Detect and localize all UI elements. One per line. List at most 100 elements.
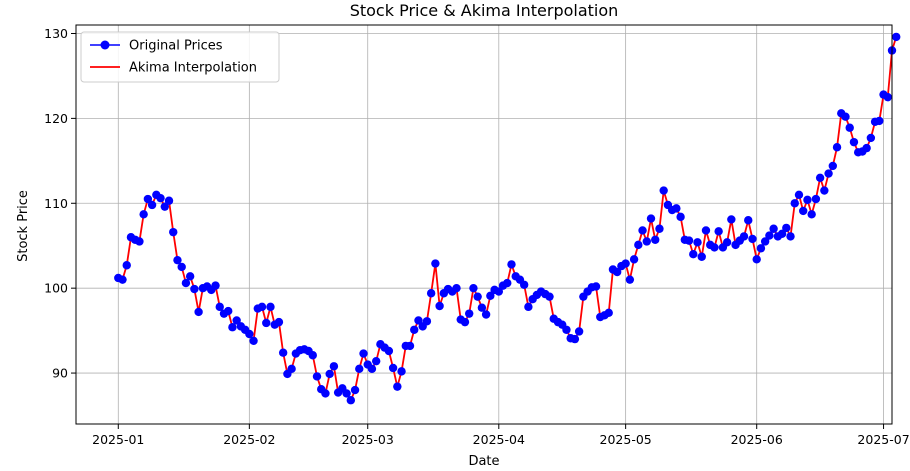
price-marker — [697, 252, 706, 261]
price-marker — [384, 346, 394, 356]
price-marker — [646, 214, 656, 223]
price-marker — [722, 238, 732, 247]
price-marker — [393, 382, 402, 391]
price-marker — [866, 133, 876, 143]
price-marker — [274, 317, 284, 327]
interpolation-layer — [117, 36, 898, 402]
price-marker — [426, 289, 436, 298]
price-marker — [760, 237, 770, 246]
price-marker — [756, 244, 766, 253]
x-tick-label: 2025-03 — [342, 432, 394, 447]
price-marker — [689, 250, 698, 259]
price-marker — [591, 282, 601, 291]
price-marker — [621, 259, 630, 268]
x-tick-label: 2025-04 — [473, 432, 525, 447]
x-axis-label: Date — [468, 454, 499, 469]
price-marker — [811, 194, 821, 204]
price-marker — [350, 385, 360, 395]
price-marker — [841, 112, 850, 121]
price-marker — [122, 261, 131, 270]
legend-label-original: Original Prices — [129, 39, 223, 54]
price-marker — [249, 336, 258, 345]
price-marker — [642, 237, 651, 246]
price-marker — [519, 280, 529, 289]
price-marker — [638, 226, 647, 235]
price-marker — [604, 308, 613, 317]
price-marker — [181, 278, 191, 288]
y-tick-label: 120 — [44, 111, 68, 126]
price-marker — [278, 348, 288, 357]
price-marker — [794, 190, 804, 199]
price-marker — [452, 283, 461, 293]
legend: Original Prices Akima Interpolation — [80, 31, 280, 83]
price-marker — [164, 196, 174, 205]
price-marker — [190, 284, 199, 294]
price-marker — [410, 325, 419, 334]
price-marker — [185, 272, 195, 281]
akima-interpolation-line — [117, 36, 898, 402]
price-marker — [414, 316, 423, 325]
price-marker — [465, 309, 474, 318]
price-marker — [570, 334, 580, 344]
price-marker — [156, 193, 165, 203]
price-marker — [355, 364, 364, 374]
markers-layer — [114, 32, 901, 405]
plot-frame — [75, 24, 893, 425]
price-marker — [752, 255, 761, 264]
price-marker — [371, 356, 381, 366]
price-marker — [469, 283, 478, 293]
legend-label-akima: Akima Interpolation — [129, 61, 257, 76]
x-tick-label: 2025-01 — [92, 432, 144, 447]
price-marker — [325, 369, 334, 379]
price-marker — [143, 194, 153, 204]
price-marker — [744, 216, 753, 225]
price-marker — [803, 195, 812, 205]
price-marker — [769, 224, 778, 233]
price-marker — [160, 202, 169, 211]
price-marker — [612, 267, 622, 277]
price-marker — [473, 292, 482, 301]
price-marker — [266, 302, 275, 312]
price-marker — [486, 291, 495, 301]
price-marker — [211, 281, 220, 290]
price-marker — [845, 123, 854, 132]
x-tick-label: 2025-07 — [857, 432, 909, 447]
price-marker — [388, 363, 398, 373]
grid-lines — [76, 25, 892, 424]
price-marker — [651, 235, 660, 244]
y-tick-label: 90 — [52, 366, 68, 381]
price-marker — [739, 232, 749, 241]
price-marker — [257, 302, 267, 312]
y-tick-label: 130 — [44, 26, 68, 41]
price-marker — [684, 236, 694, 245]
price-marker — [367, 364, 377, 374]
price-marker — [634, 240, 643, 250]
price-marker — [824, 169, 833, 178]
x-axis: 2025-01 2025-02 2025-03 2025-04 2025-05 2025-… — [92, 424, 910, 447]
price-marker — [397, 367, 406, 376]
y-axis: 90 100 110 120 130 — [44, 26, 76, 381]
price-marker — [676, 212, 685, 222]
price-marker — [321, 389, 330, 398]
price-marker — [807, 210, 816, 219]
x-tick-label: 2025-05 — [600, 432, 652, 447]
price-marker — [173, 255, 182, 265]
price-marker — [287, 364, 296, 374]
price-marker — [481, 310, 491, 319]
price-marker — [545, 292, 554, 301]
price-marker — [422, 317, 432, 326]
price-marker — [118, 275, 127, 284]
price-marker — [405, 341, 415, 351]
price-marker — [710, 243, 719, 252]
price-marker — [507, 260, 516, 269]
chart-title: Stock Price & Akima Interpolation — [350, 1, 619, 20]
price-marker — [177, 262, 186, 272]
x-tick-label: 2025-02 — [223, 432, 275, 447]
price-marker — [832, 143, 842, 152]
price-marker — [169, 227, 178, 237]
price-marker — [777, 229, 787, 239]
price-marker — [262, 318, 271, 328]
price-marker — [524, 302, 533, 312]
price-marker — [701, 226, 711, 235]
price-marker — [135, 237, 144, 246]
